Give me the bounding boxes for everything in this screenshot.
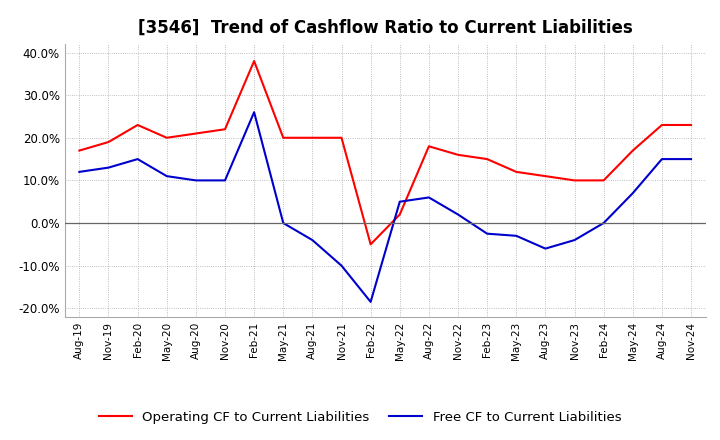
Free CF to Current Liabilities <box>512 233 521 238</box>
Free CF to Current Liabilities <box>425 195 433 200</box>
Free CF to Current Liabilities <box>541 246 550 251</box>
Operating CF to Current Liabilities <box>192 131 200 136</box>
Free CF to Current Liabilities <box>163 173 171 179</box>
Free CF to Current Liabilities <box>104 165 113 170</box>
Operating CF to Current Liabilities <box>570 178 579 183</box>
Line: Operating CF to Current Liabilities: Operating CF to Current Liabilities <box>79 61 691 244</box>
Free CF to Current Liabilities <box>570 238 579 243</box>
Operating CF to Current Liabilities <box>366 242 375 247</box>
Line: Free CF to Current Liabilities: Free CF to Current Liabilities <box>79 112 691 302</box>
Operating CF to Current Liabilities <box>687 122 696 128</box>
Free CF to Current Liabilities <box>192 178 200 183</box>
Operating CF to Current Liabilities <box>512 169 521 175</box>
Free CF to Current Liabilities <box>279 220 287 226</box>
Free CF to Current Liabilities <box>366 299 375 304</box>
Operating CF to Current Liabilities <box>483 157 492 162</box>
Operating CF to Current Liabilities <box>629 148 637 153</box>
Operating CF to Current Liabilities <box>657 122 666 128</box>
Free CF to Current Liabilities <box>395 199 404 204</box>
Free CF to Current Liabilities <box>454 212 462 217</box>
Operating CF to Current Liabilities <box>75 148 84 153</box>
Operating CF to Current Liabilities <box>425 143 433 149</box>
Free CF to Current Liabilities <box>133 157 142 162</box>
Free CF to Current Liabilities <box>483 231 492 236</box>
Free CF to Current Liabilities <box>687 157 696 162</box>
Legend: Operating CF to Current Liabilities, Free CF to Current Liabilities: Operating CF to Current Liabilities, Fre… <box>94 405 626 429</box>
Operating CF to Current Liabilities <box>454 152 462 158</box>
Operating CF to Current Liabilities <box>220 127 229 132</box>
Operating CF to Current Liabilities <box>250 59 258 64</box>
Operating CF to Current Liabilities <box>163 135 171 140</box>
Free CF to Current Liabilities <box>629 191 637 196</box>
Title: [3546]  Trend of Cashflow Ratio to Current Liabilities: [3546] Trend of Cashflow Ratio to Curren… <box>138 19 633 37</box>
Free CF to Current Liabilities <box>250 110 258 115</box>
Free CF to Current Liabilities <box>75 169 84 175</box>
Free CF to Current Liabilities <box>657 157 666 162</box>
Operating CF to Current Liabilities <box>541 173 550 179</box>
Free CF to Current Liabilities <box>337 263 346 268</box>
Operating CF to Current Liabilities <box>279 135 287 140</box>
Operating CF to Current Liabilities <box>133 122 142 128</box>
Operating CF to Current Liabilities <box>395 212 404 217</box>
Free CF to Current Liabilities <box>220 178 229 183</box>
Operating CF to Current Liabilities <box>337 135 346 140</box>
Free CF to Current Liabilities <box>599 220 608 226</box>
Operating CF to Current Liabilities <box>599 178 608 183</box>
Operating CF to Current Liabilities <box>104 139 113 145</box>
Operating CF to Current Liabilities <box>308 135 317 140</box>
Free CF to Current Liabilities <box>308 238 317 243</box>
